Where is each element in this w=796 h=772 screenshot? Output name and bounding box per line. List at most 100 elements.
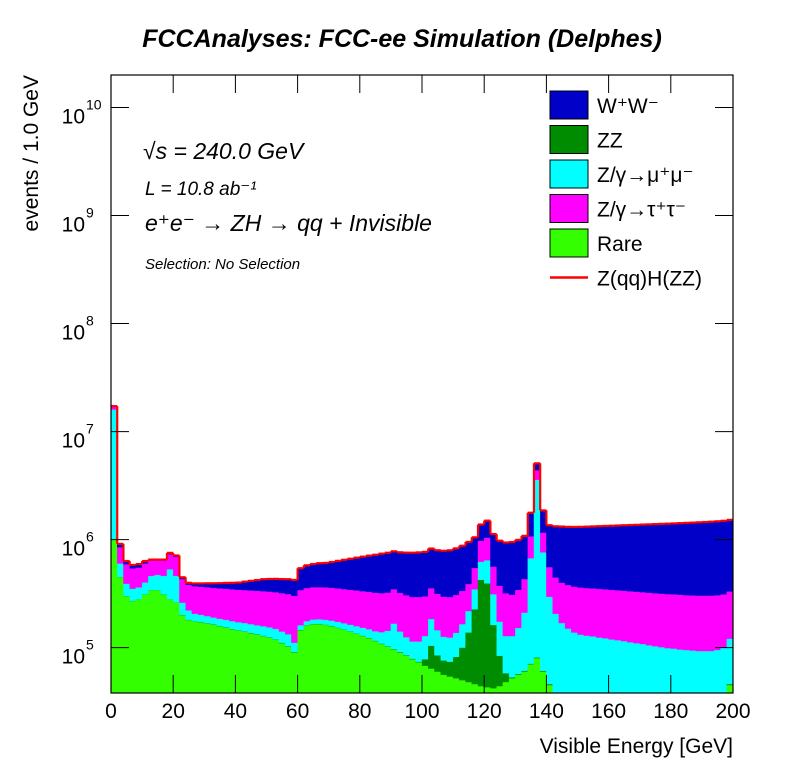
bar-segment: [409, 641, 417, 659]
bar-segment: [452, 632, 460, 658]
bar-segment: [334, 588, 342, 623]
y-tick-label: 10: [62, 538, 85, 561]
legend-label: Z(qq)H(ZZ): [597, 268, 702, 291]
bar-segment: [148, 560, 155, 577]
bar-segment: [266, 591, 274, 628]
bar-segment: [658, 523, 666, 594]
bar-segment: [365, 591, 373, 630]
bar-segment: [372, 592, 379, 632]
bar-segment: [583, 526, 591, 589]
bar-segment: [546, 683, 554, 686]
bar-segment: [471, 567, 479, 590]
bar-segment: [564, 584, 572, 629]
bar-segment: [440, 660, 448, 675]
bar-segment: [210, 587, 218, 618]
bar-segment: [633, 524, 641, 592]
bar-segment: [384, 552, 392, 593]
bar-segment: [111, 539, 118, 693]
bar-segment: [434, 630, 442, 656]
bar-segment: [229, 620, 236, 630]
bar-segment: [421, 596, 429, 637]
bar-segment: [602, 525, 610, 590]
bar-segment: [484, 583, 491, 688]
bar-segment: [465, 632, 473, 683]
axes: 0 20 40 60 80 100 120 140 160 180 2001051061071081…: [62, 74, 751, 723]
bar-segment: [540, 552, 547, 671]
bar-segment: [515, 539, 522, 591]
bar-segment: [334, 621, 342, 628]
bar-segment: [222, 588, 230, 620]
x-tick-label: 40: [224, 700, 247, 723]
bar-segment: [670, 523, 678, 595]
bar-segment: [452, 594, 460, 633]
bar-segment: [253, 625, 261, 635]
bar-segment: [701, 595, 709, 652]
bar-segment: [689, 595, 697, 651]
bar-segment: [340, 559, 348, 590]
bar-segment: [117, 563, 124, 578]
bar-segment: [409, 552, 417, 598]
bar-segment: [204, 615, 211, 624]
bar-segment: [390, 589, 398, 624]
bar-segment: [552, 577, 560, 614]
bar-segment: [415, 596, 423, 642]
bar-segment: [291, 580, 299, 597]
y-tick-exponent: 10: [86, 97, 102, 113]
bar-segment: [477, 561, 485, 580]
x-tick-label: 200: [715, 700, 750, 723]
bar-segment: [328, 587, 336, 621]
bar-segment: [235, 589, 243, 623]
bar-segment: [446, 550, 454, 598]
bar-segment: [589, 588, 597, 637]
bar-segment: [291, 595, 299, 643]
bar-segment: [316, 563, 323, 588]
bar-segment: [527, 536, 535, 559]
y-tick-exponent: 9: [86, 205, 94, 221]
bar-segment: [633, 591, 641, 644]
bar-segment: [403, 636, 411, 656]
chart-title: FCCAnalyses: FCC-ee Simulation (Delphes): [142, 25, 662, 53]
bar-segment: [689, 522, 697, 596]
bar-segment: [316, 586, 323, 620]
bar-segment: [272, 592, 280, 630]
bar-segment: [496, 621, 504, 656]
legend-swatch: [549, 90, 589, 120]
bar-segment: [627, 591, 634, 643]
bar-segment: [676, 594, 684, 650]
bar-segment: [614, 590, 622, 641]
bar-segment: [620, 525, 628, 591]
legend-swatch: [549, 125, 589, 154]
annotation: e⁺e⁻ → ZH → qq + Invisible: [145, 210, 432, 236]
bar-segment: [253, 590, 261, 626]
bar-segment: [365, 629, 373, 639]
bar-segment: [639, 524, 647, 593]
bar-segment: [403, 552, 411, 596]
bar-segment: [446, 596, 454, 638]
bar-segment: [378, 593, 386, 633]
legend-swatch: [549, 159, 589, 189]
bar-segment: [160, 575, 168, 595]
x-tick-label: 20: [162, 700, 185, 723]
bar-segment: [384, 592, 392, 631]
bar-segment: [502, 635, 510, 674]
bar-segment: [378, 553, 386, 594]
y-tick-exponent: 6: [86, 529, 94, 545]
bar-segment: [527, 558, 535, 664]
bar-segment: [465, 583, 473, 612]
x-tick-label: 140: [529, 700, 564, 723]
bar-segment: [620, 590, 628, 642]
y-tick-label: 10: [62, 322, 85, 345]
bar-segment: [571, 526, 578, 587]
bar-segment: [347, 589, 355, 625]
bar-segment: [278, 593, 286, 632]
bar-segment: [285, 634, 292, 647]
bar-segment: [558, 526, 566, 583]
bar-segment: [129, 588, 137, 601]
bar-segment: [726, 591, 733, 639]
bar-segment: [378, 632, 386, 644]
bar-segment: [421, 551, 429, 597]
bar-segment: [216, 588, 224, 619]
bar-segment: [340, 623, 348, 630]
bar-segment: [334, 560, 342, 589]
bar-segment: [714, 521, 722, 596]
